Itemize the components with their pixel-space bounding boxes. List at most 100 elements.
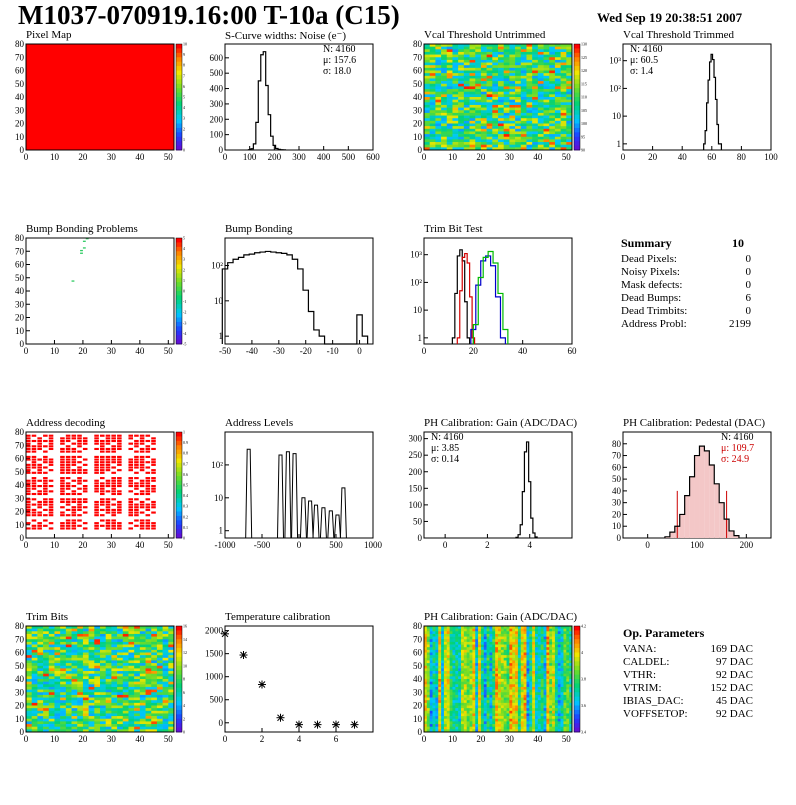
y-tick-label: 20 <box>612 509 622 519</box>
heatmap-cell <box>77 488 82 490</box>
heatmap-cell <box>427 706 430 709</box>
heatmap-cell <box>552 668 555 671</box>
heatmap-cell <box>83 485 88 487</box>
heatmap-cell <box>532 629 535 632</box>
heatmap-cell <box>509 142 515 145</box>
heatmap-cell <box>464 129 470 132</box>
heatmap-cell <box>163 671 169 674</box>
heatmap-cell <box>475 49 481 52</box>
x-tick-label: 30 <box>107 734 117 744</box>
heatmap-cell <box>470 671 473 674</box>
heatmap-cell <box>544 52 550 55</box>
heatmap-cell <box>66 522 71 524</box>
x-tick-label: 40 <box>135 152 145 162</box>
heatmap-cell <box>100 655 106 658</box>
heatmap-cell <box>526 49 532 52</box>
heatmap-cell <box>470 78 476 81</box>
heatmap-cell <box>561 637 564 640</box>
heatmap-cell <box>435 78 441 81</box>
heatmap-cell <box>487 631 490 634</box>
heatmap-cell <box>524 700 527 703</box>
heatmap-cell <box>100 493 105 495</box>
heatmap-cell <box>106 666 112 669</box>
heatmap-cell <box>32 695 38 698</box>
heatmap-cell <box>515 116 521 119</box>
heatmap-cell <box>458 708 461 711</box>
x-tick-label: 50 <box>562 734 572 744</box>
heatmap-cell <box>549 134 555 137</box>
heatmap-cell <box>49 676 55 679</box>
heatmap-cell <box>504 49 510 52</box>
heatmap-cell <box>128 448 133 450</box>
x-tick-label: 20 <box>476 734 486 744</box>
heatmap-cell <box>507 637 510 640</box>
heatmap-cell <box>157 700 163 703</box>
heatmap-cell <box>140 639 146 642</box>
heatmap-cell <box>538 60 544 63</box>
heatmap-cell <box>89 650 95 653</box>
y-tick-label: 10 <box>413 305 423 315</box>
heatmap-cell <box>435 637 438 640</box>
heatmap-cell <box>464 131 470 134</box>
heatmap-cell <box>501 700 504 703</box>
heatmap-cell <box>464 634 467 637</box>
heatmap-cell <box>26 639 32 642</box>
heatmap-cell <box>561 684 564 687</box>
heatmap-cell <box>526 145 532 148</box>
heatmap-cell <box>32 645 38 648</box>
heatmap-cell <box>470 139 476 142</box>
heatmap-cell <box>452 684 455 687</box>
hist-fill <box>714 484 719 538</box>
heatmap-cell <box>72 509 77 511</box>
heatmap-cell <box>501 684 504 687</box>
palette-label: 130 <box>581 42 587 47</box>
heatmap-cell <box>558 706 561 709</box>
palette-swatch <box>574 132 580 137</box>
heatmap-cell <box>549 703 552 706</box>
heatmap-cell <box>561 60 567 63</box>
heatmap-cell <box>495 706 498 709</box>
heatmap-cell <box>464 684 467 687</box>
heatmap-cell <box>467 647 470 650</box>
y-tick-label: 70 <box>413 52 423 62</box>
heatmap-cell <box>464 650 467 653</box>
heatmap-cell <box>544 89 550 92</box>
heatmap-cell <box>501 690 504 693</box>
heatmap-cell <box>60 522 65 524</box>
heatmap-cell <box>433 631 436 634</box>
heatmap-cell <box>475 89 481 92</box>
heatmap-cell <box>49 501 54 503</box>
heatmap-cell <box>26 668 32 671</box>
heatmap-cell <box>157 695 163 698</box>
heatmap-cell <box>541 642 544 645</box>
heatmap-cell <box>458 55 464 58</box>
heatmap-cell <box>558 692 561 695</box>
heatmap-cell <box>100 504 105 506</box>
heatmap-cell <box>561 124 567 127</box>
heatmap-cell <box>134 482 139 484</box>
heatmap-cell <box>49 727 55 730</box>
heatmap-cell <box>66 713 72 716</box>
heatmap-cell <box>111 671 117 674</box>
heatmap-cell <box>168 708 174 711</box>
heatmap-cell <box>464 100 470 103</box>
y-tick-label: 0 <box>418 145 423 155</box>
heatmap-cell <box>498 116 504 119</box>
heatmap-cell <box>492 49 498 52</box>
heatmap-cell <box>66 700 72 703</box>
heatmap-cell <box>532 687 535 690</box>
heatmap-cell <box>521 68 527 71</box>
heatmap-cell <box>435 81 441 84</box>
heatmap-cell <box>146 708 152 711</box>
heatmap-cell <box>561 700 564 703</box>
heatmap-cell <box>60 631 66 634</box>
heatmap-cell <box>555 668 558 671</box>
heatmap-cell <box>475 706 478 709</box>
heatmap-cell <box>94 660 100 663</box>
heatmap-cell <box>504 629 507 632</box>
heatmap-cell <box>83 663 89 666</box>
heatmap-cell <box>134 684 140 687</box>
heatmap-cell <box>140 461 145 463</box>
heatmap-cell <box>475 60 481 63</box>
heatmap-cell <box>72 671 78 674</box>
